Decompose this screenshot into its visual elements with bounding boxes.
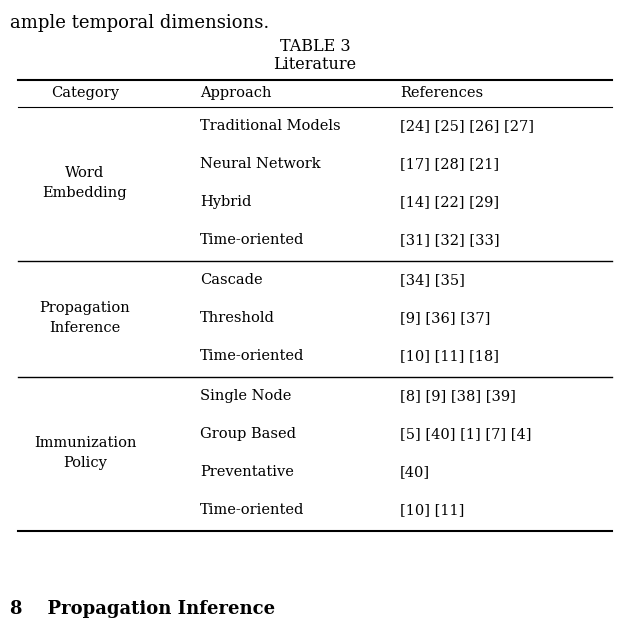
Text: [9] [36] [37]: [9] [36] [37] (400, 311, 490, 325)
Text: [24] [25] [26] [27]: [24] [25] [26] [27] (400, 119, 534, 133)
Text: 8    Propagation Inference: 8 Propagation Inference (10, 600, 275, 618)
Text: Time-oriented: Time-oriented (200, 233, 304, 247)
Text: Time-oriented: Time-oriented (200, 503, 304, 517)
Text: Immunization
Policy: Immunization Policy (34, 436, 136, 470)
Text: Neural Network: Neural Network (200, 157, 321, 171)
Text: ample temporal dimensions.: ample temporal dimensions. (10, 14, 269, 32)
Text: [40]: [40] (400, 465, 430, 479)
Text: Word
Embedding: Word Embedding (43, 166, 127, 200)
Text: Hybrid: Hybrid (200, 195, 251, 209)
Text: Threshold: Threshold (200, 311, 275, 325)
Text: [8] [9] [38] [39]: [8] [9] [38] [39] (400, 389, 516, 403)
Text: Literature: Literature (273, 56, 357, 73)
Text: [10] [11] [18]: [10] [11] [18] (400, 349, 499, 363)
Text: [17] [28] [21]: [17] [28] [21] (400, 157, 499, 171)
Text: Single Node: Single Node (200, 389, 291, 403)
Text: Group Based: Group Based (200, 427, 296, 441)
Text: References: References (400, 86, 483, 100)
Text: [31] [32] [33]: [31] [32] [33] (400, 233, 500, 247)
Text: Time-oriented: Time-oriented (200, 349, 304, 363)
Text: Propagation
Inference: Propagation Inference (40, 301, 130, 334)
Text: Preventative: Preventative (200, 465, 294, 479)
Text: [5] [40] [1] [7] [4]: [5] [40] [1] [7] [4] (400, 427, 532, 441)
Text: Cascade: Cascade (200, 273, 263, 287)
Text: TABLE 3: TABLE 3 (280, 38, 350, 55)
Text: Category: Category (51, 86, 119, 100)
Text: Approach: Approach (200, 86, 272, 100)
Text: [14] [22] [29]: [14] [22] [29] (400, 195, 499, 209)
Text: Traditional Models: Traditional Models (200, 119, 341, 133)
Text: [10] [11]: [10] [11] (400, 503, 464, 517)
Text: [34] [35]: [34] [35] (400, 273, 465, 287)
